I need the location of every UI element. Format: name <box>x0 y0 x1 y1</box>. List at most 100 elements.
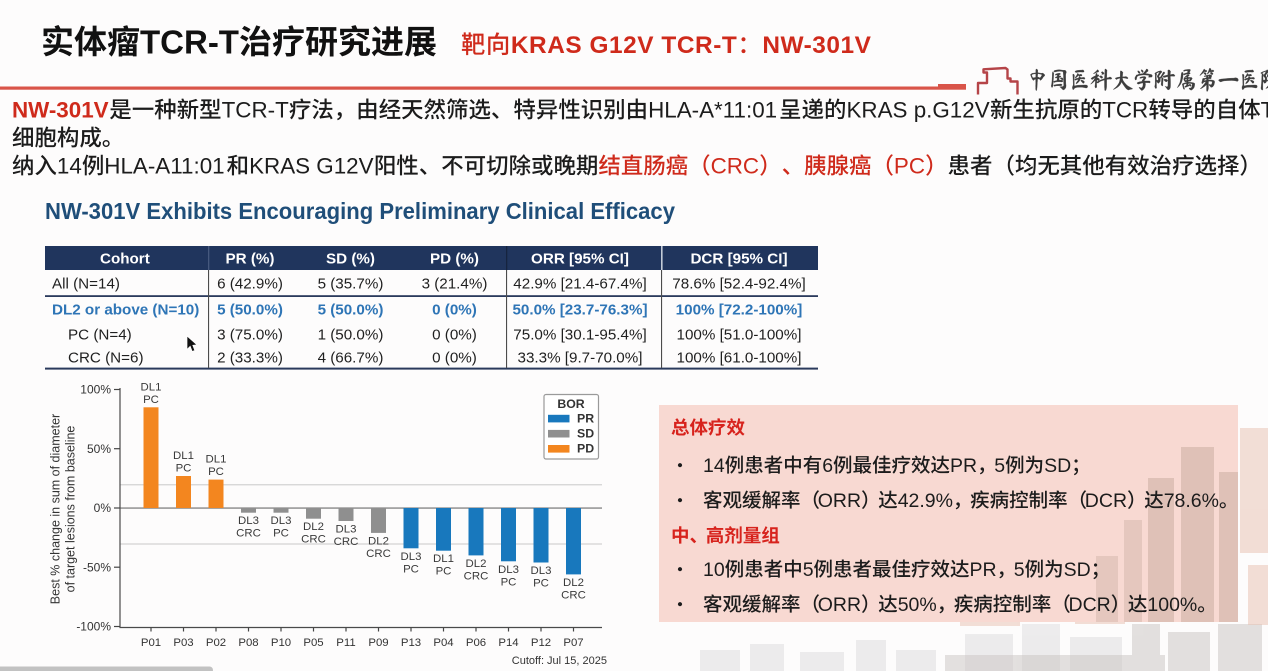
svg-text:DL2: DL2 <box>303 521 324 533</box>
svg-text:4 (66.7%): 4 (66.7%) <box>318 350 384 367</box>
svg-text:3 (75.0%): 3 (75.0%) <box>217 327 283 344</box>
svg-text:DL1: DL1 <box>173 450 194 462</box>
svg-text:KRAS G12V TCR-T: KRAS G12V TCR-T <box>511 32 737 59</box>
svg-text:PC: PC <box>533 578 549 590</box>
svg-text:P02: P02 <box>206 637 226 649</box>
svg-text:DL3: DL3 <box>238 515 259 527</box>
svg-text:SD: SD <box>577 427 594 441</box>
svg-text:PC: PC <box>176 463 192 475</box>
svg-text:1 (50.0%): 1 (50.0%) <box>318 327 384 344</box>
svg-text:PR (%): PR (%) <box>226 251 275 268</box>
svg-text:100%: 100% <box>1147 594 1197 616</box>
svg-text:Cohort: Cohort <box>100 251 150 268</box>
svg-text:P05: P05 <box>303 637 323 649</box>
svg-text:ORR [95% CI]: ORR [95% CI] <box>531 251 629 268</box>
svg-text:CRC: CRC <box>366 548 391 560</box>
svg-text:5 (50.0%): 5 (50.0%) <box>217 302 283 319</box>
svg-text:0 (0%): 0 (0%) <box>432 327 477 344</box>
svg-text:PC: PC <box>273 528 289 540</box>
svg-text:NW-301V: NW-301V <box>12 98 109 123</box>
svg-text:100%: 100% <box>80 383 111 397</box>
svg-text:TCR-T: TCR-T <box>222 98 289 123</box>
svg-text:PC: PC <box>143 394 159 406</box>
svg-text:DL1: DL1 <box>141 381 162 393</box>
svg-text:5: 5 <box>803 559 814 581</box>
svg-text:100% [72.2-100%]: 100% [72.2-100%] <box>676 302 803 319</box>
svg-text:CRC: CRC <box>711 154 760 179</box>
svg-text:5 (50.0%): 5 (50.0%) <box>318 302 384 319</box>
svg-text:SD: SD <box>1064 559 1091 581</box>
svg-text:-50%: -50% <box>83 561 111 575</box>
svg-text:P01: P01 <box>141 637 161 649</box>
svg-text:PC: PC <box>436 566 452 578</box>
svg-text:50.0% [23.7-76.3%]: 50.0% [23.7-76.3%] <box>512 302 647 319</box>
svg-text:3 (21.4%): 3 (21.4%) <box>422 276 488 293</box>
svg-text:6 (42.9%): 6 (42.9%) <box>217 276 283 293</box>
svg-text:-100%: -100% <box>76 620 111 634</box>
svg-text:Best % change in sum of diamet: Best % change in sum of diameter <box>49 414 63 604</box>
svg-text:33.3% [9.7-70.0%]: 33.3% [9.7-70.0%] <box>518 350 643 367</box>
svg-text:0 (0%): 0 (0%) <box>432 302 477 319</box>
svg-text:DL2: DL2 <box>563 577 584 589</box>
svg-text:75.0% [30.1-95.4%]: 75.0% [30.1-95.4%] <box>513 327 646 344</box>
svg-text:P03: P03 <box>173 637 193 649</box>
svg-text:PD: PD <box>577 442 594 456</box>
svg-text:TCR: TCR <box>1102 98 1148 123</box>
svg-text:DCR: DCR <box>1085 490 1127 512</box>
svg-text:0 (0%): 0 (0%) <box>432 350 477 367</box>
svg-text:42.9%: 42.9% <box>898 490 953 512</box>
svg-text:KRAS p.G12V: KRAS p.G12V <box>847 98 990 123</box>
svg-text:PC: PC <box>403 563 419 575</box>
svg-text:P07: P07 <box>563 637 583 649</box>
svg-text:5 (35.7%): 5 (35.7%) <box>318 276 384 293</box>
svg-text:PR: PR <box>970 559 997 581</box>
svg-text:CRC: CRC <box>561 589 586 601</box>
svg-text:5: 5 <box>994 455 1005 477</box>
svg-text:DL1: DL1 <box>206 454 227 466</box>
svg-text:SD: SD <box>1044 455 1071 477</box>
svg-text:DL3: DL3 <box>498 564 519 576</box>
svg-text:HLA-A11:01: HLA-A11:01 <box>104 154 224 179</box>
svg-text:100% [61.0-100%]: 100% [61.0-100%] <box>677 350 802 367</box>
svg-text:P13: P13 <box>401 637 421 649</box>
svg-text:Cutoff: Jul 15, 2025: Cutoff: Jul 15, 2025 <box>512 655 607 667</box>
svg-text:6: 6 <box>822 455 833 477</box>
svg-text:P08: P08 <box>238 637 258 649</box>
svg-text:DL3: DL3 <box>401 551 422 563</box>
svg-text:NW-301V Exhibits Encouraging P: NW-301V Exhibits Encouraging Preliminary… <box>45 198 675 224</box>
svg-text:PC: PC <box>501 576 517 588</box>
svg-text:42.9% [21.4-67.4%]: 42.9% [21.4-67.4%] <box>513 276 646 293</box>
svg-text:PR: PR <box>577 411 594 425</box>
svg-text:P12: P12 <box>531 637 551 649</box>
svg-text:10: 10 <box>703 559 725 581</box>
svg-text:NW-301V: NW-301V <box>762 32 871 59</box>
svg-text:BOR: BOR <box>557 397 584 411</box>
svg-text:5: 5 <box>1014 559 1025 581</box>
svg-text:TCR-T: TCR-T <box>140 24 239 61</box>
svg-text:CRC (N=6): CRC (N=6) <box>68 350 144 367</box>
svg-text:HLA-A*11:01: HLA-A*11:01 <box>648 98 777 123</box>
svg-text:of target lesions from baselin: of target lesions from baseline <box>64 426 78 593</box>
svg-text:CRC: CRC <box>464 570 489 582</box>
svg-text:T: T <box>1261 98 1268 123</box>
svg-text:KRAS G12V: KRAS G12V <box>249 154 374 179</box>
svg-text:PC: PC <box>208 466 224 478</box>
svg-text:PC (N=4): PC (N=4) <box>68 327 132 344</box>
svg-text:0%: 0% <box>94 501 112 515</box>
svg-text:PR: PR <box>950 455 977 477</box>
svg-text:P14: P14 <box>498 637 518 649</box>
svg-text:ORR: ORR <box>818 594 861 616</box>
svg-text:P11: P11 <box>336 637 355 649</box>
svg-text:ORR: ORR <box>818 490 861 512</box>
svg-text:P10: P10 <box>271 637 291 649</box>
svg-text:DL2 or above (N=10): DL2 or above (N=10) <box>52 302 199 319</box>
svg-text:CRC: CRC <box>301 534 326 546</box>
svg-text:2 (33.3%): 2 (33.3%) <box>217 350 283 367</box>
svg-text:100% [51.0-100%]: 100% [51.0-100%] <box>677 327 802 344</box>
svg-text:CRC: CRC <box>236 528 261 540</box>
svg-text:All (N=14): All (N=14) <box>52 276 120 293</box>
svg-text:78.6% [52.4-92.4%]: 78.6% [52.4-92.4%] <box>672 276 805 293</box>
svg-text:DL3: DL3 <box>531 565 552 577</box>
svg-text:PD (%): PD (%) <box>430 251 479 268</box>
svg-text:CRC: CRC <box>334 536 359 548</box>
